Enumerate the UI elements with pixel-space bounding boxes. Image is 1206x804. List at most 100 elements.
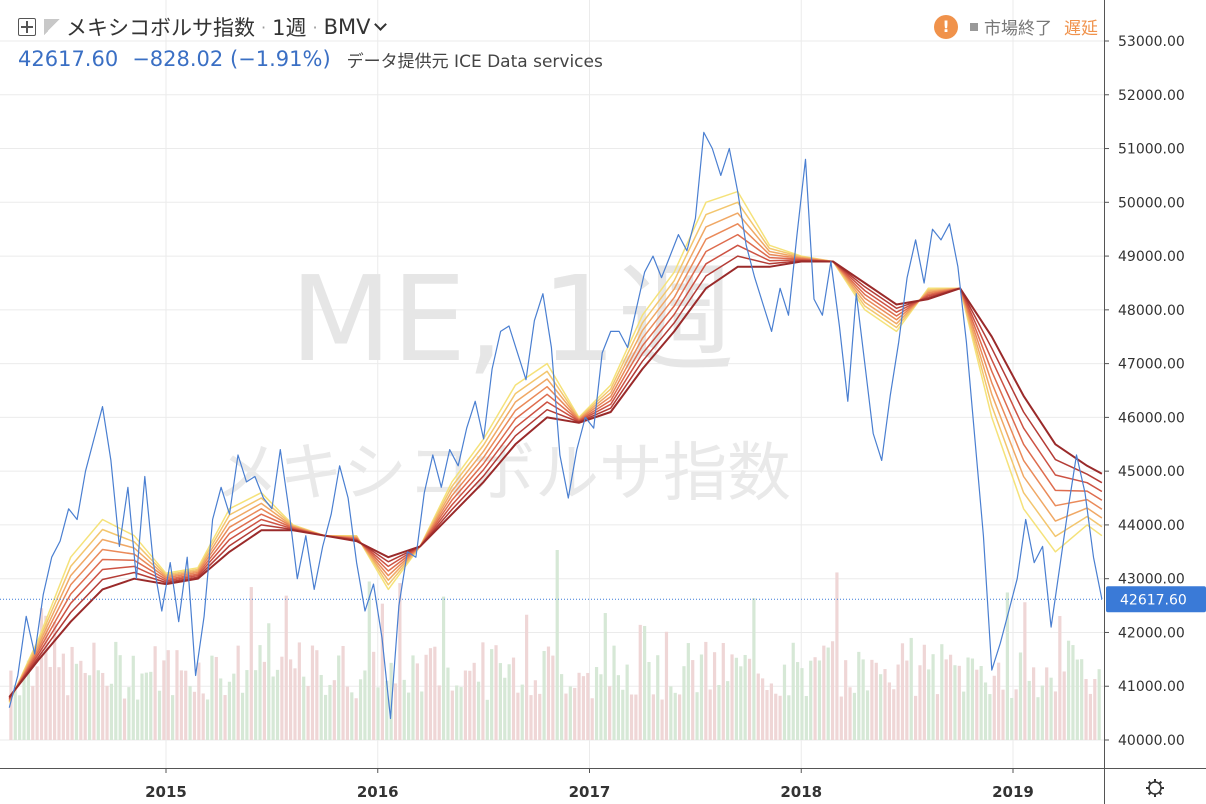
y-tick-label: 43000.00: [1118, 572, 1185, 588]
volume-bar: [179, 670, 183, 740]
volume-bar: [643, 625, 647, 740]
y-tick-label: 40000.00: [1118, 733, 1185, 749]
volume-bar: [481, 642, 485, 740]
volume-bar: [363, 670, 367, 740]
volume-bar: [1088, 693, 1093, 740]
volume-bar: [66, 695, 70, 740]
volume-bar: [791, 642, 795, 740]
volume-bar: [739, 666, 743, 740]
volume-bar: [105, 685, 109, 740]
volume-bar: [258, 645, 262, 740]
y-tick-label: 47000.00: [1118, 357, 1185, 373]
gear-icon[interactable]: [1146, 779, 1164, 797]
volume-bar: [839, 696, 843, 740]
volume-bar: [96, 670, 100, 740]
volume-bar: [564, 693, 568, 740]
volume-bar: [520, 684, 524, 740]
volume-bar: [599, 674, 603, 740]
volume-bar: [341, 645, 345, 740]
x-tick-label: 2017: [569, 783, 611, 801]
volume-bar: [677, 694, 682, 740]
volume-bar: [61, 653, 65, 740]
volume-bar: [131, 655, 135, 740]
volume-bar: [428, 648, 433, 740]
volume-bar: [1018, 652, 1023, 740]
volume-bar: [39, 608, 44, 740]
volume-bar: [490, 649, 494, 740]
volume-bar: [656, 655, 660, 740]
ma-ribbon-line: [8, 201, 1103, 702]
volume-bar: [927, 669, 931, 740]
volume-bar: [476, 681, 481, 740]
volume-bar: [712, 652, 717, 740]
interval-label[interactable]: 1週: [272, 16, 307, 40]
volume-bar: [1036, 697, 1040, 740]
volume-bar: [310, 645, 315, 740]
volume-bar: [983, 682, 988, 740]
last-price-tag[interactable]: [1106, 586, 1206, 613]
ma-ribbon-line: [8, 244, 1103, 699]
last-price: 42617.60: [18, 47, 119, 71]
volume-bar: [389, 662, 393, 740]
warning-icon[interactable]: !: [934, 14, 958, 39]
volume-bar: [682, 666, 686, 740]
volume-bar: [944, 659, 948, 740]
flag-icon[interactable]: [44, 19, 60, 35]
volume-bar: [407, 692, 411, 740]
volume-bar: [219, 678, 223, 740]
volume-bar: [1084, 679, 1088, 740]
volume-bar: [708, 689, 712, 740]
volume-bar: [525, 614, 529, 740]
volume-bar: [275, 669, 280, 740]
volume-bar: [1049, 677, 1053, 740]
volume-bar: [280, 656, 284, 740]
volume-bar: [35, 666, 39, 740]
exchange-label[interactable]: BMV: [323, 15, 371, 39]
volume-bar: [13, 685, 17, 740]
x-tick-label: 2015: [145, 783, 187, 801]
volume-bar: [896, 664, 900, 740]
volume-bar: [289, 659, 293, 740]
volume-bar: [551, 655, 555, 740]
volume-bar: [743, 654, 747, 740]
volume-bar: [184, 670, 188, 740]
symbol-title[interactable]: メキシコボルサ指数: [66, 16, 255, 40]
ma-ribbon-line: [8, 223, 1103, 701]
volume-bar: [393, 683, 398, 740]
volume-bar: [420, 691, 424, 740]
volume-bar: [756, 673, 760, 740]
volume-bar: [852, 692, 857, 740]
volume-bar: [573, 687, 577, 740]
volume-bar: [879, 674, 883, 740]
volume-bar: [1066, 640, 1071, 740]
x-tick-label: 2016: [357, 783, 399, 801]
delay-label[interactable]: 遅延: [1064, 19, 1098, 39]
volume-bar: [625, 664, 629, 740]
ma-ribbon-line: [8, 212, 1103, 702]
volume-bar: [511, 657, 516, 740]
volume-bar: [293, 668, 297, 740]
volume-bar: [415, 663, 419, 740]
volume-bar: [577, 672, 581, 740]
volume-bar: [922, 644, 926, 740]
volume-bar: [905, 660, 909, 740]
volume-bar: [210, 655, 214, 740]
collapse-legend-icon[interactable]: [18, 18, 36, 36]
legend-header: メキシコボルサ指数 · 1週 · BMV: [18, 12, 388, 42]
volume-bar: [948, 654, 953, 740]
y-tick-label: 41000.00: [1118, 679, 1185, 695]
chevron-down-icon[interactable]: [374, 17, 388, 31]
volume-bar: [350, 692, 354, 740]
volume-bar: [778, 695, 782, 740]
ma-ribbon-line: [8, 255, 1103, 699]
volume-bar: [463, 670, 468, 740]
volume-bar: [31, 685, 35, 740]
volume-bar: [101, 672, 105, 740]
volume-bar: [1062, 671, 1066, 740]
volume-bar: [122, 698, 127, 740]
volume-bar: [284, 595, 288, 740]
volume-bar: [1010, 697, 1014, 740]
volume-bar: [861, 659, 865, 740]
y-tick-label: 44000.00: [1118, 518, 1185, 534]
